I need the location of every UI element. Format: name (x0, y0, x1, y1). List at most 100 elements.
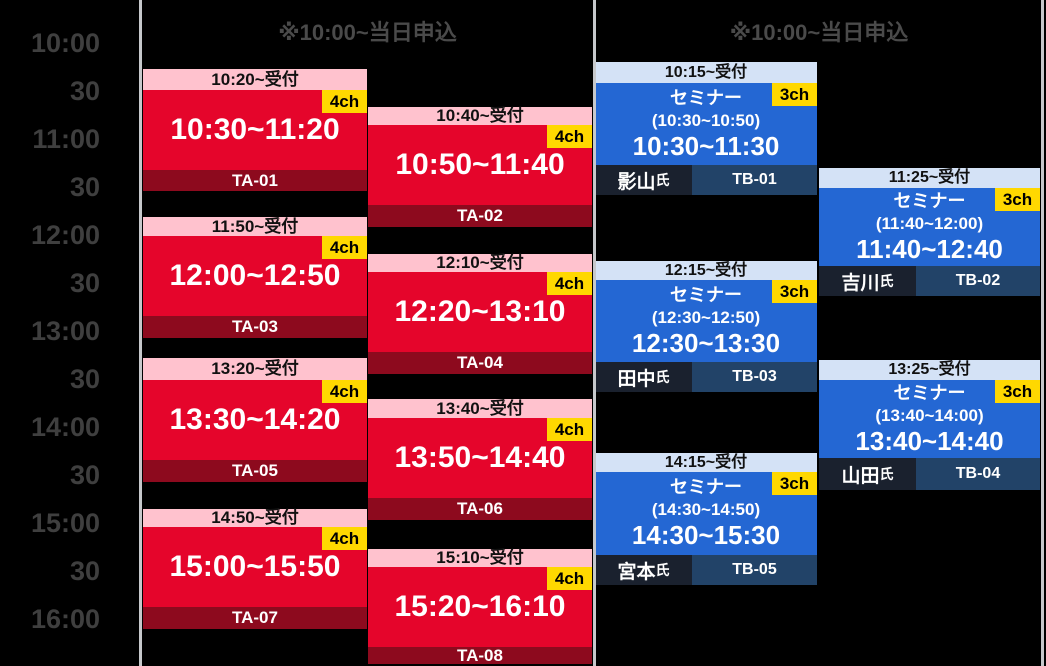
session-TA-04: 12:10~受付 4ch 12:20~13:10 TA-04 (368, 254, 592, 374)
reception-time: 12:10~受付 (368, 254, 592, 272)
session-footer: 田中氏 TB-03 (595, 362, 817, 392)
reception-time: 10:40~受付 (368, 107, 592, 125)
time-label: 30 (69, 460, 100, 490)
session-TB-05: 14:15~受付 3ch セミナー (14:30~14:50) 14:30~15:30 宮… (595, 453, 817, 585)
session-time: 14:30~15:30 (631, 520, 781, 550)
session-TA-01: 10:20~受付 4ch 10:30~11:20 TA-01 (143, 69, 367, 191)
speaker-name: 山田氏 (819, 458, 916, 490)
session-body: 3ch セミナー (12:30~12:50) 12:30~13:30 (595, 280, 817, 362)
reception-time: 12:15~受付 (595, 261, 817, 280)
session-TA-08: 15:10~受付 4ch 15:20~16:10 TA-08 (368, 549, 592, 665)
session-footer: TA-03 (143, 316, 367, 338)
speaker-name-text: 山田 (841, 465, 880, 487)
session-TA-02: 10:40~受付 4ch 10:50~11:40 TA-02 (368, 107, 592, 227)
seminar-label: セミナー (670, 284, 742, 305)
session-body: 3ch セミナー (10:30~10:50) 10:30~11:30 (595, 83, 817, 165)
session-body: 4ch 10:30~11:20 (143, 90, 367, 170)
session-footer: 宮本氏 TB-05 (595, 555, 817, 585)
seminar-window: (10:30~10:50) (651, 110, 761, 130)
speaker-honorific: 氏 (879, 273, 894, 289)
session-body: 3ch セミナー (13:40~14:00) 13:40~14:40 (819, 380, 1040, 458)
reception-time: 13:40~受付 (368, 399, 592, 418)
session-time: 11:40~12:40 (856, 233, 1003, 264)
seminar-window: (12:30~12:50) (651, 307, 761, 327)
session-body: 4ch 12:00~12:50 (143, 236, 367, 316)
channel-badge: 4ch (322, 380, 367, 403)
session-id: TB-03 (732, 368, 777, 385)
channel-badge: 4ch (322, 527, 367, 550)
session-TB-01: 10:15~受付 3ch セミナー (10:30~10:50) 10:30~11:30 影… (595, 62, 817, 195)
channel-badge: 3ch (772, 472, 817, 495)
session-footer: TA-02 (368, 205, 592, 227)
seminar-label: セミナー (893, 190, 966, 211)
channel-badge: 3ch (772, 83, 817, 106)
session-footer: TA-01 (143, 170, 367, 191)
channel-badge: 3ch (995, 380, 1040, 403)
reception-time: 15:10~受付 (368, 549, 592, 567)
group-header-left: ※10:00~当日申込 (278, 20, 457, 45)
speaker-name: 田中氏 (595, 362, 692, 392)
session-time: 12:00~12:50 (169, 259, 341, 292)
session-footer: 影山氏 TB-01 (595, 165, 817, 195)
session-footer: 吉川氏 TB-02 (819, 266, 1040, 296)
session-TA-03: 11:50~受付 4ch 12:00~12:50 TA-03 (143, 217, 367, 338)
channel-badge: 4ch (322, 90, 367, 113)
session-body: 3ch セミナー (14:30~14:50) 14:30~15:30 (595, 472, 817, 555)
session-time: 10:30~11:30 (632, 130, 780, 161)
session-footer: TA-04 (368, 352, 592, 374)
divider-right (1041, 0, 1044, 666)
session-footer: 山田氏 TB-04 (819, 458, 1040, 490)
session-time: 15:20~16:10 (394, 590, 566, 623)
reception-time: 14:50~受付 (143, 509, 367, 527)
session-body: 4ch 13:30~14:20 (143, 380, 367, 460)
seminar-window: (11:40~12:00) (875, 213, 984, 233)
time-label: 16:00 (30, 604, 100, 634)
speaker-name-text: 宮本 (617, 561, 656, 583)
session-TB-03: 12:15~受付 3ch セミナー (12:30~12:50) 12:30~13:30 田… (595, 261, 817, 392)
time-label: 30 (69, 268, 100, 298)
session-id: TB-04 (955, 465, 1001, 482)
speaker-name: 吉川氏 (819, 266, 916, 296)
time-label: 30 (69, 364, 100, 394)
session-TB-04: 13:25~受付 3ch セミナー (13:40~14:00) 13:40~14:40 山… (819, 360, 1040, 490)
divider-middle (593, 0, 596, 666)
session-time: 12:30~13:30 (631, 327, 781, 358)
session-body: 4ch 10:50~11:40 (368, 125, 592, 205)
speaker-name-text: 田中 (617, 368, 656, 390)
group-header-right: ※10:00~当日申込 (729, 20, 909, 45)
channel-badge: 4ch (547, 125, 592, 148)
session-footer: TA-08 (368, 646, 592, 665)
speaker-name-text: 吉川 (841, 272, 880, 294)
reception-time: 11:25~受付 (819, 168, 1040, 188)
channel-badge: 4ch (547, 567, 592, 590)
time-label: 10:00 (30, 28, 100, 58)
divider-left (139, 0, 142, 666)
speaker-honorific: 氏 (655, 369, 670, 385)
channel-badge: 4ch (547, 272, 592, 295)
session-body: 4ch 15:20~16:10 (368, 567, 592, 647)
reception-time: 10:20~受付 (143, 69, 367, 90)
seminar-label: セミナー (670, 87, 742, 108)
reception-time: 11:50~受付 (143, 217, 367, 236)
session-id: TB-05 (732, 561, 777, 578)
seminar-label: セミナー (893, 382, 966, 403)
seminar-label: セミナー (670, 477, 742, 497)
speaker-honorific: 氏 (879, 466, 894, 482)
channel-badge: 3ch (772, 280, 817, 303)
reception-time: 13:20~受付 (143, 358, 367, 380)
reception-time: 14:15~受付 (595, 453, 817, 472)
session-id: TB-01 (732, 171, 777, 188)
speaker-name: 影山氏 (595, 165, 692, 195)
time-label: 30 (69, 556, 100, 586)
time-label: 14:00 (30, 412, 100, 442)
speaker-honorific: 氏 (655, 562, 670, 578)
session-time: 13:50~14:40 (394, 441, 566, 474)
session-body: 3ch セミナー (11:40~12:00) 11:40~12:40 (819, 188, 1040, 266)
channel-badge: 4ch (322, 236, 367, 259)
reception-time: 13:25~受付 (819, 360, 1040, 380)
time-label: 13:00 (30, 316, 100, 346)
speaker-name: 宮本氏 (595, 555, 692, 585)
channel-badge: 4ch (547, 418, 592, 441)
session-TA-06: 13:40~受付 4ch 13:50~14:40 TA-06 (368, 399, 592, 520)
time-label: 30 (69, 76, 100, 106)
